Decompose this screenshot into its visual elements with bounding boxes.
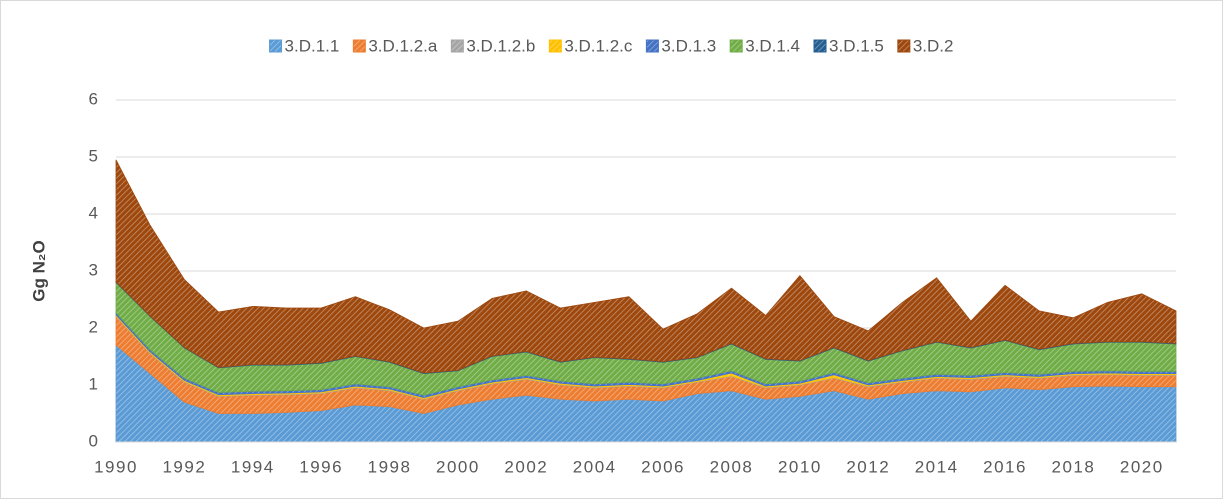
x-tick-label: 2006 (641, 457, 685, 476)
legend-label: 3.D.1.3 (661, 36, 716, 55)
legend-label: 3.D.1.4 (745, 36, 800, 55)
legend-label: 3.D.1.5 (829, 36, 884, 55)
x-tick-label: 2000 (436, 457, 480, 476)
legend-swatch (645, 39, 659, 53)
x-tick-label: 2020 (1120, 457, 1164, 476)
x-tick-label: 2014 (915, 457, 959, 476)
legend: 3.D.1.1 3.D.1.2.a 3.D.1.2.b 3.D.1.2.c 3.D.1.… (269, 36, 954, 55)
legend-swatch (729, 39, 743, 53)
legend-label: 3.D.1.1 (285, 36, 340, 55)
x-tick-label: 1992 (162, 457, 206, 476)
y-tick-label: 4 (89, 203, 98, 222)
legend-label: 3.D.1.2.b (466, 36, 535, 55)
y-axis-label: Gg N₂O (29, 240, 48, 301)
x-tick-label: 2018 (1052, 457, 1096, 476)
legend-swatch (813, 39, 827, 53)
x-tick-label: 2004 (573, 457, 617, 476)
y-tick-label: 3 (89, 260, 98, 279)
y-tick-label: 6 (89, 89, 98, 108)
legend-swatch (897, 39, 911, 53)
x-tick-label: 2002 (504, 457, 548, 476)
legend-swatch (548, 39, 562, 53)
x-tick-label: 2016 (983, 457, 1027, 476)
x-tick-label: 2008 (710, 457, 754, 476)
legend-label: 3.D.2 (913, 36, 954, 55)
y-tick-label: 2 (89, 317, 98, 336)
x-tick-label: 1996 (299, 457, 343, 476)
legend-label: 3.D.1.2.c (564, 36, 633, 55)
legend-label: 3.D.1.2.a (368, 36, 438, 55)
area (115, 159, 1177, 374)
x-tick-label: 2012 (846, 457, 890, 476)
x-tick-label: 1990 (94, 457, 138, 476)
legend-swatch (450, 39, 464, 53)
x-tick-label: 1998 (368, 457, 412, 476)
x-tick-label: 2010 (778, 457, 822, 476)
legend-swatch (352, 39, 366, 53)
y-tick-label: 0 (89, 431, 98, 450)
legend-swatch (269, 39, 283, 53)
y-tick-label: 1 (89, 374, 98, 393)
x-tick-label: 1994 (231, 457, 275, 476)
y-tick-label: 5 (89, 146, 98, 165)
